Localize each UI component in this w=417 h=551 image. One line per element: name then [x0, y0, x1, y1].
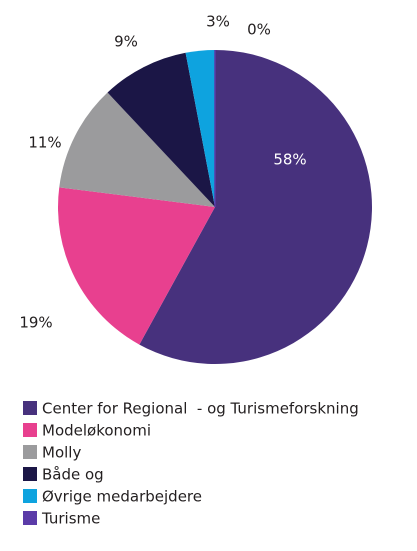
- pie-slice: [139, 50, 372, 364]
- legend-label: Modeløkonomi: [42, 422, 151, 440]
- pie-slice: [185, 50, 215, 207]
- legend-swatch: [23, 445, 37, 459]
- legend-swatch: [23, 401, 37, 415]
- pie-slice: [107, 52, 215, 208]
- slice-label: 3%: [206, 13, 230, 31]
- legend-swatch: [23, 467, 37, 481]
- legend-label: Turisme: [41, 510, 100, 528]
- legend-label: Øvrige medarbejdere: [42, 488, 202, 506]
- legend-label: Både og: [42, 466, 104, 484]
- legend-label: Molly: [42, 444, 81, 462]
- legend-swatch: [23, 489, 37, 503]
- legend-label: Center for Regional - og Turismeforsknin…: [42, 400, 359, 418]
- slice-label: 58%: [273, 151, 306, 169]
- slice-label: 0%: [247, 21, 271, 39]
- legend-swatch: [23, 423, 37, 437]
- slice-label: 9%: [114, 33, 138, 51]
- pie-slice: [59, 92, 215, 207]
- legend-swatch: [23, 511, 37, 525]
- slice-label: 11%: [28, 134, 61, 152]
- pie-slice: [58, 187, 216, 345]
- slice-label: 19%: [19, 314, 52, 332]
